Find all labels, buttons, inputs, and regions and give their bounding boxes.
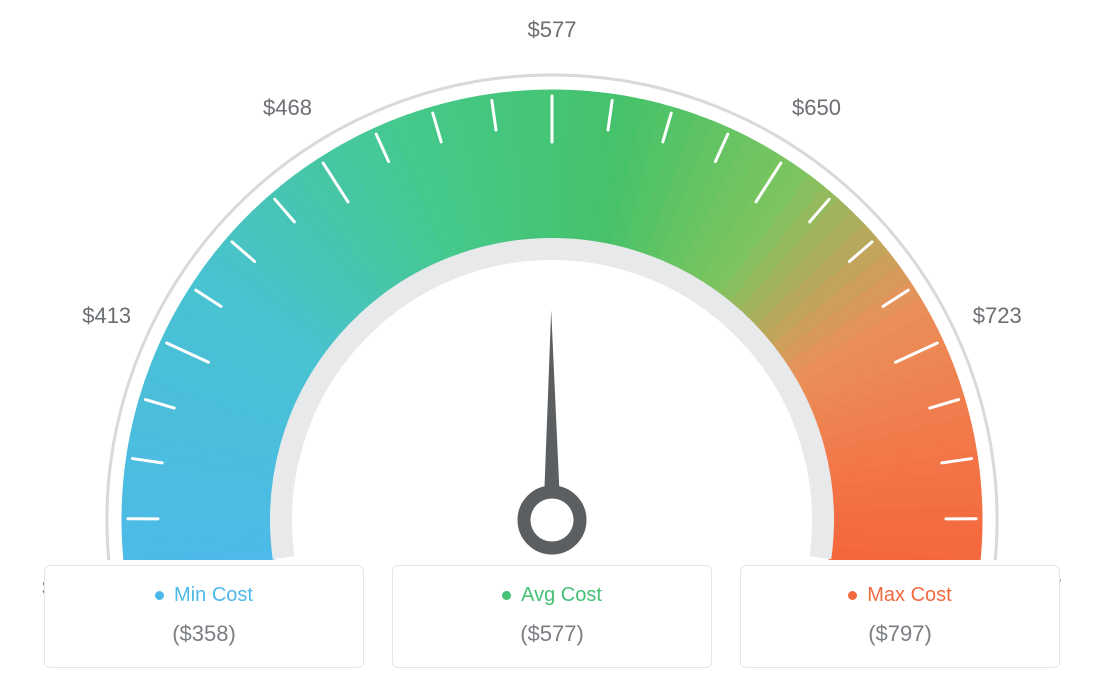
gauge-tick-label: $577: [528, 17, 577, 43]
legend-card-max: Max Cost ($797): [740, 565, 1060, 668]
gauge-tick-label: $468: [263, 95, 312, 121]
gauge-hub: [524, 492, 580, 548]
legend-value-min: ($358): [55, 621, 353, 647]
legend-dot-min: [155, 591, 164, 600]
legend-title-min: Min Cost: [155, 584, 253, 607]
legend-title-avg: Avg Cost: [502, 584, 602, 607]
legend-card-avg: Avg Cost ($577): [392, 565, 712, 668]
legend-card-min: Min Cost ($358): [44, 565, 364, 668]
legend-value-max: ($797): [751, 621, 1049, 647]
gauge-area: $358$413$468$577$650$723$797: [0, 0, 1104, 560]
legend-value-avg: ($577): [403, 621, 701, 647]
legend-label-avg: Avg Cost: [521, 584, 602, 607]
gauge-tick-label: $723: [973, 303, 1022, 329]
legend-dot-max: [848, 591, 857, 600]
legend-title-max: Max Cost: [848, 584, 951, 607]
gauge-tick-label: $650: [792, 95, 841, 121]
gauge-svg: [0, 0, 1104, 560]
legend-label-max: Max Cost: [867, 584, 951, 607]
legend-label-min: Min Cost: [174, 584, 253, 607]
cost-gauge-chart: $358$413$468$577$650$723$797 Min Cost ($…: [0, 0, 1104, 690]
legend-row: Min Cost ($358) Avg Cost ($577) Max Cost…: [0, 565, 1104, 668]
legend-dot-avg: [502, 591, 511, 600]
gauge-tick-label: $413: [82, 303, 131, 329]
